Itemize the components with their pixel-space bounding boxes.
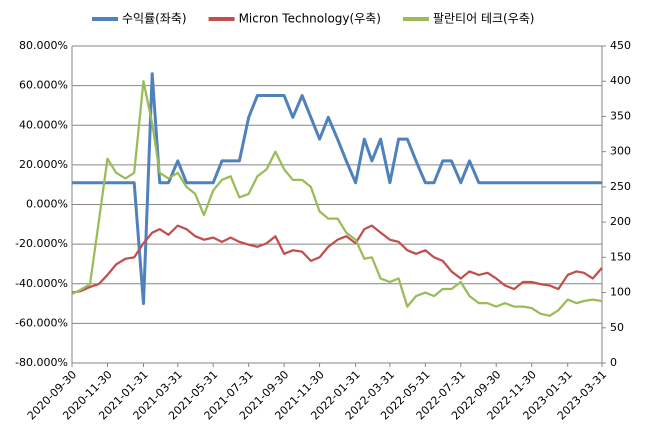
y-tick-label: 40.000%	[19, 118, 68, 131]
y-tick-label: 60.000%	[19, 79, 68, 92]
y-tick-label: -60.000%	[15, 316, 68, 329]
y2-tick-label: 0	[610, 356, 617, 369]
legend: 수익률(좌축) Micron Technology(우축) 팔란티어 테크(우축)	[92, 12, 534, 26]
y2-tick-label: 200	[610, 215, 631, 228]
y-tick-label: -80.000%	[15, 356, 68, 369]
series-line	[71, 80, 603, 317]
y2-tick-label: 150	[610, 250, 631, 263]
legend-label: 수익률(좌축)	[122, 12, 187, 26]
y-tick-label: 80.000%	[19, 39, 68, 52]
legend-label: 팔란티어 테크(우축)	[433, 12, 535, 26]
y2-tick-label: 50	[610, 321, 624, 334]
y-tick-label: 20.000%	[19, 158, 68, 171]
y2-tick-label: 100	[610, 286, 631, 299]
y-tick-label: -40.000%	[15, 277, 68, 290]
y2-tick-label: 400	[610, 74, 631, 87]
series-line	[71, 224, 603, 294]
y2-tick-label: 300	[610, 145, 631, 158]
y-tick-label: -20.000%	[15, 237, 68, 250]
y2-tick-label: 450	[610, 39, 631, 52]
y2-tick-label: 350	[610, 109, 631, 122]
y-tick-label: 0.000%	[26, 198, 68, 211]
y2-tick-label: 250	[610, 180, 631, 193]
legend-label: Micron Technology(우축)	[239, 12, 381, 26]
series-line	[72, 72, 602, 306]
